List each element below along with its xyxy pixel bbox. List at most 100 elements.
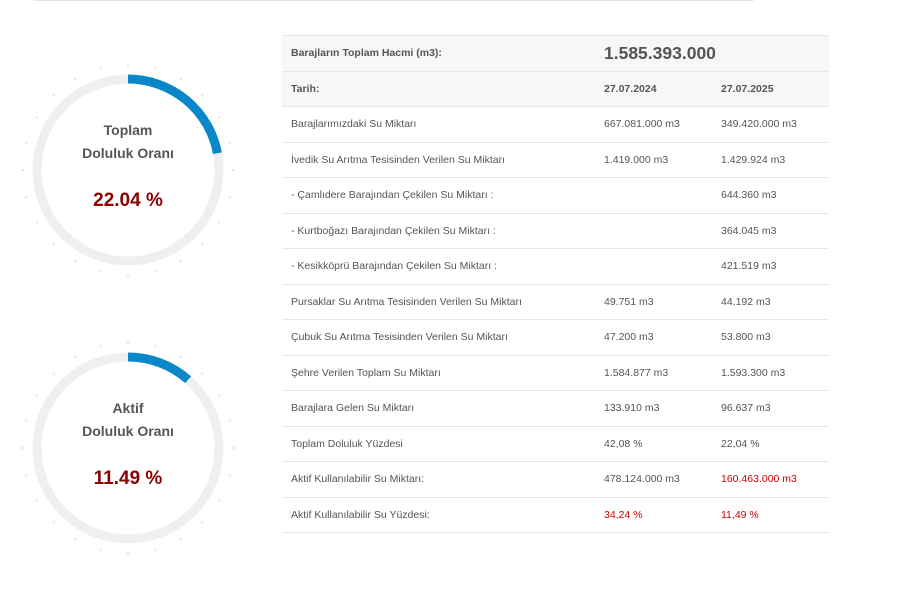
total-volume-row: Barajların Toplam Hacmi (m3): 1.585.393.… xyxy=(282,35,830,71)
row-value-2025: 53.800 m3 xyxy=(712,319,830,355)
row-value-2024 xyxy=(595,212,712,249)
gauge-tick xyxy=(35,116,39,119)
row-label: Toplam Doluluk Yüzdesi xyxy=(282,425,595,462)
row-value-2024: 1.584.877 m3 xyxy=(595,354,712,391)
gauge-title-line1: Aktif xyxy=(112,400,144,416)
row-label: Çubuk Su Arıtma Tesisinden Verilen Su Mi… xyxy=(282,319,595,355)
gauge-tick xyxy=(217,394,221,397)
row-value-2024-highlight: 34,24 % xyxy=(595,496,712,533)
gauge-tick xyxy=(99,270,102,274)
gauge-tick xyxy=(217,116,221,119)
row-label: - Kesikköprü Barajından Çekilen Su Mikta… xyxy=(282,248,595,284)
row-value-2024: 47.200 m3 xyxy=(595,319,712,355)
gauge-tick xyxy=(228,141,232,144)
row-value-2024: 478.124.000 m3 xyxy=(595,461,712,497)
gauge-tick xyxy=(35,221,39,224)
gauge-tick xyxy=(154,270,157,274)
table-row: Aktif Kullanılabilir Su Miktarı: 478.124… xyxy=(282,461,830,497)
row-value-2024: 1.419.000 m3 xyxy=(595,141,712,178)
gauge-tick xyxy=(24,419,28,422)
total-fill-gauge-ring xyxy=(21,63,235,277)
gauge-tick xyxy=(154,344,157,348)
gauge-title-line1: Toplam xyxy=(103,122,153,138)
table-row: Barajlarımızdaki Su Miktarı 667.081.000 … xyxy=(282,106,830,142)
row-label: Şehre Verilen Toplam Su Miktarı xyxy=(282,354,595,391)
gauge-fill-arc xyxy=(127,74,222,155)
gauge-tick xyxy=(35,499,39,502)
table-row: Çubuk Su Arıtma Tesisinden Verilen Su Mi… xyxy=(282,319,830,355)
total-fill-gauge: Toplam Doluluk Oranı 22.04 % xyxy=(20,62,236,278)
row-value-2024: 49.751 m3 xyxy=(595,283,712,320)
row-value-2025: 22,04 % xyxy=(712,425,830,462)
gauge-tick xyxy=(99,344,102,348)
gauge-tick xyxy=(228,419,232,422)
gauge-tick xyxy=(52,243,55,246)
row-value-2025: 421.519 m3 xyxy=(712,248,830,284)
row-label: - Çamlıdere Barajından Çekilen Su Miktar… xyxy=(282,177,595,213)
gauge-tick xyxy=(154,66,157,70)
date-label: Tarih: xyxy=(282,70,595,107)
table-row: - Kurtboğazı Barajından Çekilen Su Mikta… xyxy=(282,212,830,249)
table-row: Aktif Kullanılabilir Su Yüzdesi: 34,24 %… xyxy=(282,496,830,533)
total-volume-value: 1.585.393.000 xyxy=(595,35,830,71)
row-value-2025: 364.045 m3 xyxy=(712,212,830,249)
gauge-tick xyxy=(179,355,182,359)
top-divider xyxy=(34,0,754,1)
row-value-2025-highlight: 160.463.000 m3 xyxy=(712,461,830,497)
gauge-tick xyxy=(179,259,182,263)
table-row: Barajlara Gelen Su Miktarı 133.910 m3 96… xyxy=(282,390,830,426)
table-row: Şehre Verilen Toplam Su Miktarı 1.584.87… xyxy=(282,354,830,391)
gauge-tick xyxy=(52,372,55,375)
row-value-2025: 644.360 m3 xyxy=(712,177,830,213)
gauge-tick xyxy=(74,537,77,541)
gauge-tick xyxy=(24,141,28,144)
gauge-fill-arc xyxy=(127,352,192,384)
active-fill-gauge-title: Aktif Doluluk Oranı xyxy=(20,397,236,443)
row-value-2024: 133.910 m3 xyxy=(595,390,712,426)
table-row: - Kesikköprü Barajından Çekilen Su Mikta… xyxy=(282,248,830,284)
row-value-2024 xyxy=(595,248,712,284)
gauge-tick xyxy=(201,521,204,524)
row-value-2025: 1.429.924 m3 xyxy=(712,141,830,178)
total-volume-label: Barajların Toplam Hacmi (m3): xyxy=(282,35,595,71)
date-2025: 27.07.2025 xyxy=(712,70,830,107)
row-value-2025-highlight: 11,49 % xyxy=(712,496,830,533)
row-value-2024: 667.081.000 m3 xyxy=(595,106,712,142)
gauge-tick xyxy=(217,499,221,502)
gauge-tick xyxy=(74,355,77,359)
date-header-row: Tarih: 27.07.2024 27.07.2025 xyxy=(282,70,830,107)
gauge-tick xyxy=(52,521,55,524)
total-fill-gauge-title: Toplam Doluluk Oranı xyxy=(20,119,236,165)
total-fill-gauge-value: 22.04 % xyxy=(93,190,163,211)
gauge-tick xyxy=(228,474,232,477)
gauge-tick xyxy=(74,77,77,81)
gauge-title-line2: Doluluk Oranı xyxy=(82,145,174,161)
row-label: Barajlara Gelen Su Miktarı xyxy=(282,390,595,426)
gauge-tick xyxy=(154,548,157,552)
row-label: İvedik Su Arıtma Tesisinden Verilen Su M… xyxy=(282,141,595,178)
gauge-tick xyxy=(201,372,204,375)
gauge-tick xyxy=(179,537,182,541)
table-row: Toplam Doluluk Yüzdesi 42,08 % 22,04 % xyxy=(282,425,830,462)
gauge-tick xyxy=(201,94,204,97)
row-label: Aktif Kullanılabilir Su Yüzdesi: xyxy=(282,496,595,533)
gauge-track xyxy=(32,352,224,544)
row-value-2025: 96.637 m3 xyxy=(712,390,830,426)
gauge-tick xyxy=(228,196,232,199)
dam-statistics-table: Barajların Toplam Hacmi (m3): 1.585.393.… xyxy=(282,35,830,533)
gauge-tick xyxy=(52,94,55,97)
row-label: Aktif Kullanılabilir Su Miktarı: xyxy=(282,461,595,497)
row-value-2025: 349.420.000 m3 xyxy=(712,106,830,142)
gauge-tick xyxy=(99,548,102,552)
gauge-tick xyxy=(99,66,102,70)
gauge-tick xyxy=(24,474,28,477)
active-fill-gauge-value: 11.49 % xyxy=(93,468,163,489)
gauge-tick xyxy=(201,243,204,246)
row-value-2025: 44.192 m3 xyxy=(712,283,830,320)
gauge-tick xyxy=(74,259,77,263)
row-label: - Kurtboğazı Barajından Çekilen Su Mikta… xyxy=(282,212,595,249)
table-row: - Çamlıdere Barajından Çekilen Su Miktar… xyxy=(282,177,830,213)
row-value-2025: 1.593.300 m3 xyxy=(712,354,830,391)
gauge-tick xyxy=(35,394,39,397)
